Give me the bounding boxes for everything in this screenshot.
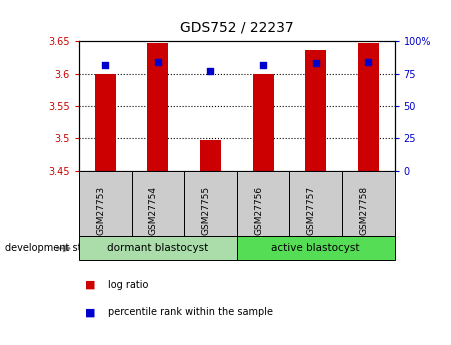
Text: GSM27753: GSM27753 (96, 186, 105, 235)
Text: dormant blastocyst: dormant blastocyst (107, 244, 208, 253)
Bar (95, 74, 116, 171)
Text: development stage: development stage (5, 244, 99, 253)
Point (101, 62, 109, 68)
Text: GDS752 / 22237: GDS752 / 22237 (180, 20, 294, 34)
Point (312, 61, 319, 66)
Text: ■: ■ (85, 307, 96, 317)
Point (154, 59, 161, 65)
Bar (305, 50, 326, 171)
Bar (147, 43, 168, 171)
Text: ■: ■ (85, 280, 96, 289)
Text: GSM27757: GSM27757 (307, 186, 316, 235)
Text: active blastocyst: active blastocyst (272, 244, 360, 253)
Text: GSM27755: GSM27755 (202, 186, 211, 235)
Text: GSM27758: GSM27758 (359, 186, 368, 235)
Point (207, 68, 214, 74)
Text: percentile rank within the sample: percentile rank within the sample (108, 307, 273, 317)
Bar (253, 74, 274, 171)
Point (259, 62, 267, 68)
Bar (200, 140, 221, 171)
Text: GSM27756: GSM27756 (254, 186, 263, 235)
Text: log ratio: log ratio (108, 280, 149, 289)
Point (365, 59, 372, 65)
Bar (358, 43, 379, 171)
Text: GSM27754: GSM27754 (149, 186, 158, 235)
